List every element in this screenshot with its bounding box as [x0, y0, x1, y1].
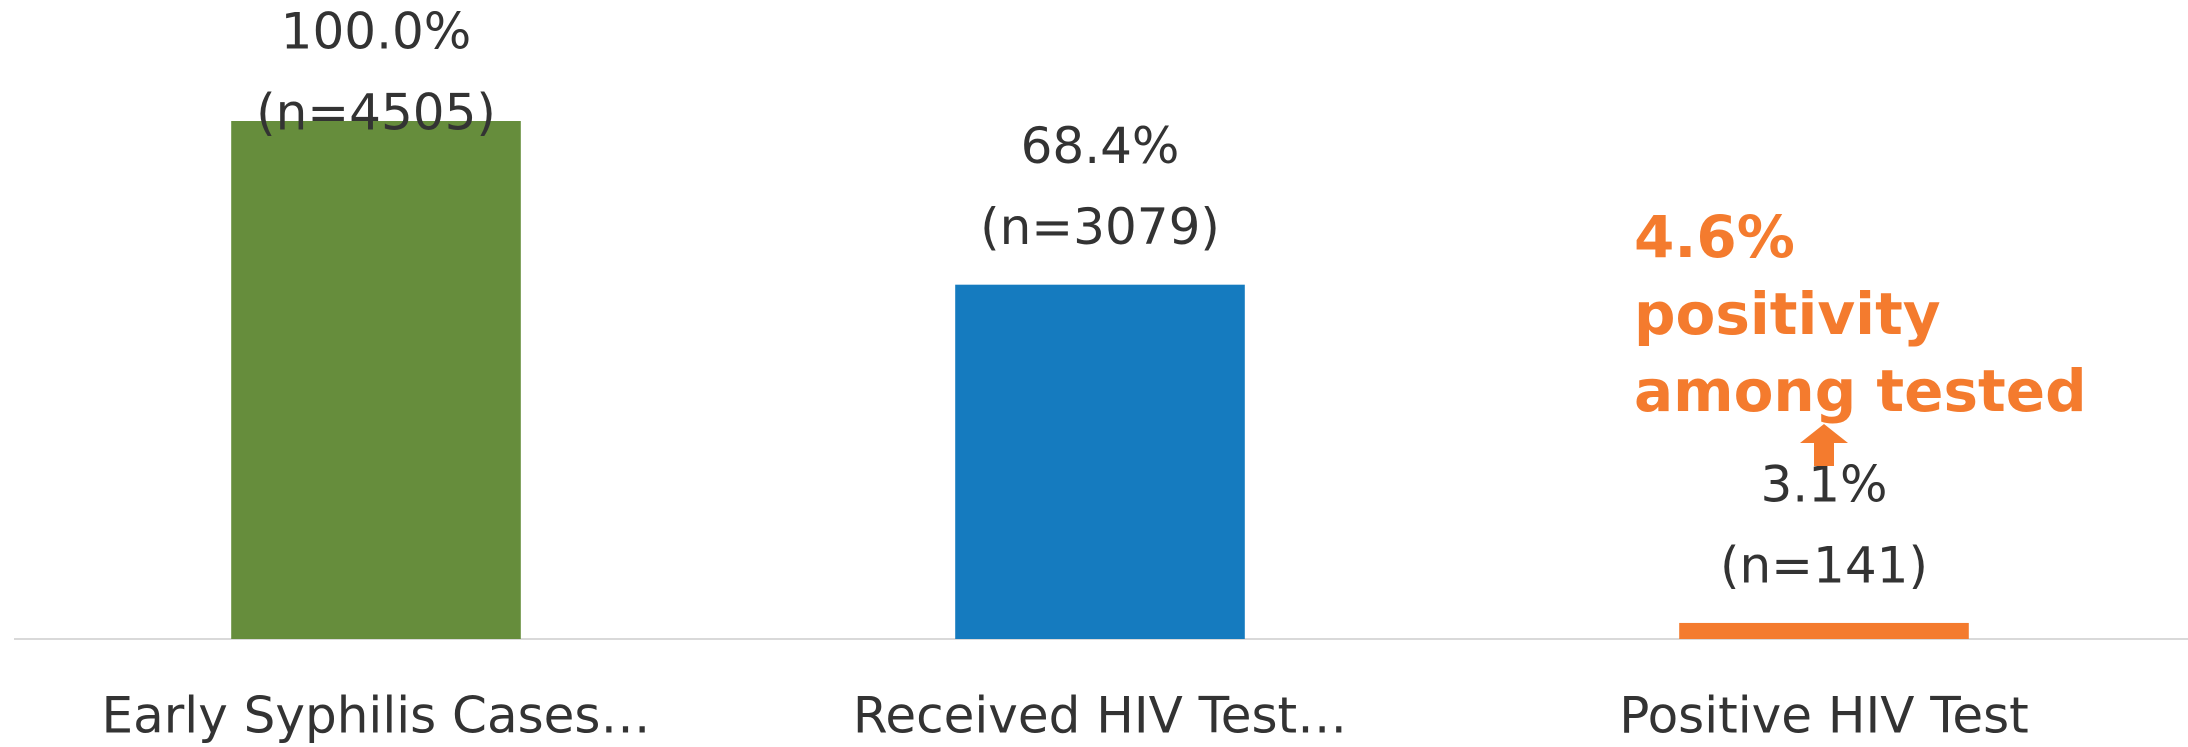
- x-tick-label: Early Syphilis Cases…: [102, 687, 651, 745]
- annotation: among tested: [1634, 357, 2087, 425]
- bar: [955, 284, 1245, 639]
- annotation: 4.6%: [1634, 203, 1795, 271]
- bar: [1679, 622, 1969, 639]
- count-label: (n=4505): [256, 84, 496, 142]
- bar: [231, 121, 521, 639]
- annotation: positivity: [1634, 280, 1941, 348]
- value-label: 68.4%: [1021, 117, 1180, 175]
- x-tick-label: Positive HIV Test: [1619, 687, 2029, 745]
- x-tick-label: Received HIV Test…: [853, 687, 1347, 745]
- count-label: (n=141): [1720, 536, 1928, 594]
- annotation-arrow: [1800, 424, 1848, 466]
- value-label: 100.0%: [281, 3, 472, 61]
- count-label: (n=3079): [980, 198, 1220, 256]
